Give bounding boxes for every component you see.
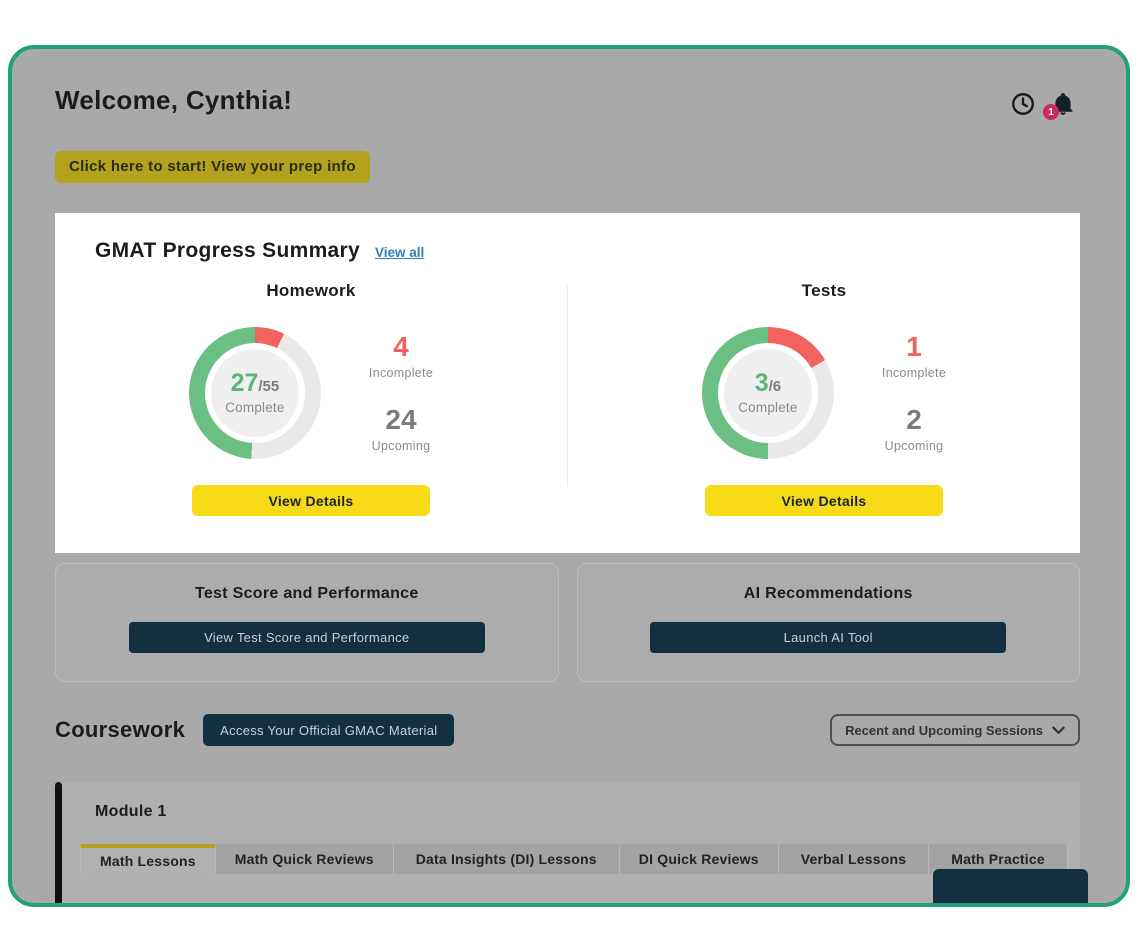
coursework-header-row: Coursework Access Your Official GMAC Mat… [55, 714, 1080, 746]
homework-upcoming-label: Upcoming [371, 439, 431, 453]
homework-total-value: /55 [258, 378, 280, 395]
view-all-link[interactable]: View all [375, 245, 425, 260]
tests-upcoming-label: Upcoming [884, 439, 944, 453]
tab-di-quick-reviews[interactable]: DI Quick Reviews [619, 844, 779, 874]
tests-section: Tests 3/6 Complete [568, 281, 1080, 516]
feature-cards-row: Test Score and Performance View Test Sco… [55, 563, 1080, 682]
tests-incomplete-label: Incomplete [881, 366, 947, 380]
homework-view-details-button[interactable]: View Details [192, 485, 430, 516]
tests-complete-value: 3 [754, 369, 769, 397]
homework-donut-chart: 27/55 Complete [188, 327, 321, 459]
tests-upcoming-value: 2 [906, 404, 922, 435]
homework-stats: 4 Incomplete 24 Upcoming [368, 331, 434, 454]
view-test-score-button[interactable]: View Test Score and Performance [128, 622, 485, 653]
test-score-card-title: Test Score and Performance [194, 585, 419, 602]
homework-donut-center: 27/55 Complete [210, 349, 299, 437]
sessions-dropdown[interactable]: Recent and Upcoming Sessions [830, 714, 1080, 746]
tests-upcoming-stat: 2 Upcoming [882, 404, 946, 454]
module-panel: Module 1 Math Lessons Math Quick Reviews… [55, 782, 1088, 903]
test-score-card: Test Score and Performance View Test Sco… [55, 563, 559, 682]
prep-info-button[interactable]: Click here to start! View your prep info [55, 151, 370, 183]
section-divider [567, 285, 568, 486]
tab-math-quick-reviews[interactable]: Math Quick Reviews [215, 844, 394, 874]
coursework-title: Coursework [55, 717, 186, 742]
tests-complete-label: Complete [738, 400, 798, 415]
notification-badge: 1 [1043, 104, 1059, 120]
module-action-button-partial[interactable] [933, 869, 1088, 903]
homework-incomplete-value: 4 [393, 331, 409, 362]
launch-ai-tool-button[interactable]: Launch AI Tool [650, 622, 1007, 653]
homework-complete-label: Complete [225, 400, 285, 415]
dashboard-frame: Welcome, Cynthia! 1 Click here to start!… [8, 45, 1130, 907]
homework-complete-value: 27 [230, 369, 259, 397]
tests-total-value: /6 [768, 378, 782, 395]
homework-title: Homework [266, 281, 356, 300]
homework-upcoming-stat: 24 Upcoming [369, 404, 433, 454]
content-wrapper: Welcome, Cynthia! 1 Click here to start!… [12, 49, 1126, 903]
gmat-progress-summary-card: GMAT Progress Summary View all Homework … [55, 213, 1080, 553]
ai-recommendations-card-title: AI Recommendations [743, 585, 913, 602]
sessions-dropdown-label: Recent and Upcoming Sessions [845, 722, 1043, 738]
homework-upcoming-value: 24 [385, 404, 417, 435]
gmac-material-button[interactable]: Access Your Official GMAC Material [203, 714, 455, 746]
tests-incomplete-value: 1 [906, 331, 922, 362]
summary-header: GMAT Progress Summary View all [55, 239, 1080, 263]
tests-title: Tests [801, 281, 847, 300]
tests-stats: 1 Incomplete 2 Upcoming [881, 331, 947, 454]
summary-body: Homework 27/55 Complete [55, 281, 1080, 516]
tests-view-details-button[interactable]: View Details [705, 485, 943, 516]
tab-math-lessons[interactable]: Math Lessons [80, 844, 216, 874]
homework-incomplete-label: Incomplete [368, 366, 434, 380]
welcome-heading: Welcome, Cynthia! [55, 85, 293, 115]
module-tabs: Math Lessons Math Quick Reviews Data Ins… [80, 844, 1080, 874]
tests-incomplete-stat: 1 Incomplete [881, 331, 947, 381]
homework-donut-row: 27/55 Complete 4 Incomplete 24 [188, 327, 434, 459]
homework-incomplete-stat: 4 Incomplete [368, 331, 434, 381]
tests-donut-chart: 3/6 Complete [701, 327, 834, 459]
tests-donut-row: 3/6 Complete 1 Incomplete 2 [701, 327, 947, 459]
header-icons: 1 [1010, 85, 1076, 120]
tab-verbal-lessons[interactable]: Verbal Lessons [778, 844, 930, 874]
chevron-down-icon [1052, 726, 1065, 734]
tab-data-insights-lessons[interactable]: Data Insights (DI) Lessons [393, 844, 620, 874]
module-accent-bar [55, 782, 62, 903]
page-header: Welcome, Cynthia! 1 [55, 85, 1080, 120]
bell-icon[interactable]: 1 [1043, 91, 1076, 120]
module-title: Module 1 [95, 803, 167, 820]
tests-donut-center: 3/6 Complete [723, 349, 812, 437]
homework-section: Homework 27/55 Complete [55, 281, 567, 516]
clock-icon[interactable] [1010, 91, 1036, 117]
ai-recommendations-card: AI Recommendations Launch AI Tool [576, 563, 1080, 682]
summary-title: GMAT Progress Summary [95, 239, 360, 262]
